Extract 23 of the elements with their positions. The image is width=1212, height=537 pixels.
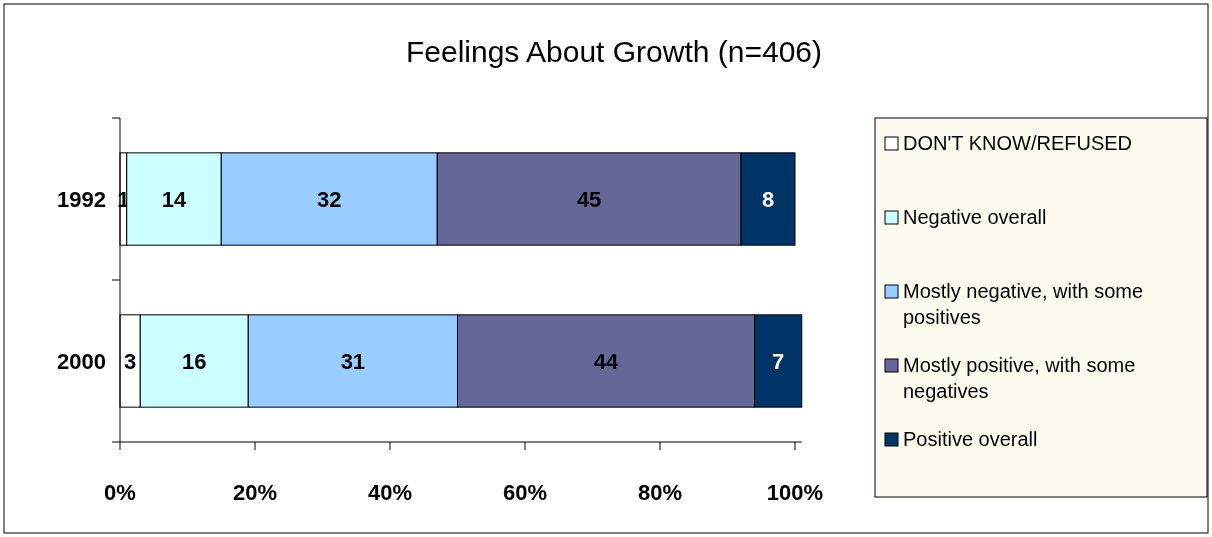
legend-label: DON'T KNOW/REFUSED bbox=[903, 132, 1133, 154]
y-tick-label: 2000 bbox=[57, 349, 106, 374]
x-tick-label: 0% bbox=[104, 480, 136, 505]
legend-label: Mostly positive, with some negatives bbox=[903, 354, 1136, 402]
legend-label: Negative overall bbox=[903, 206, 1047, 228]
data-label: 31 bbox=[340, 349, 366, 374]
legend-label: Positive overall bbox=[903, 428, 1038, 450]
data-label: 8 bbox=[761, 187, 775, 212]
data-label: 3 bbox=[124, 349, 137, 374]
y-tick-label: 1992 bbox=[57, 187, 106, 212]
legend-label: Mostly negative, with some positives bbox=[903, 280, 1144, 328]
data-label: 14 bbox=[161, 187, 187, 212]
x-tick-label: 20% bbox=[232, 480, 278, 505]
data-label: 32 bbox=[317, 187, 342, 212]
x-tick-label: 80% bbox=[637, 480, 683, 505]
chart-title: Feelings About Growth (n=406) bbox=[405, 35, 823, 68]
x-tick-label: 100% bbox=[766, 480, 824, 505]
x-tick-label: 60% bbox=[502, 480, 548, 505]
data-label: 44 bbox=[593, 349, 619, 374]
data-label: 45 bbox=[576, 187, 602, 212]
data-label: 16 bbox=[182, 349, 207, 374]
data-label: 7 bbox=[772, 349, 785, 374]
x-tick-label: 40% bbox=[367, 480, 413, 505]
